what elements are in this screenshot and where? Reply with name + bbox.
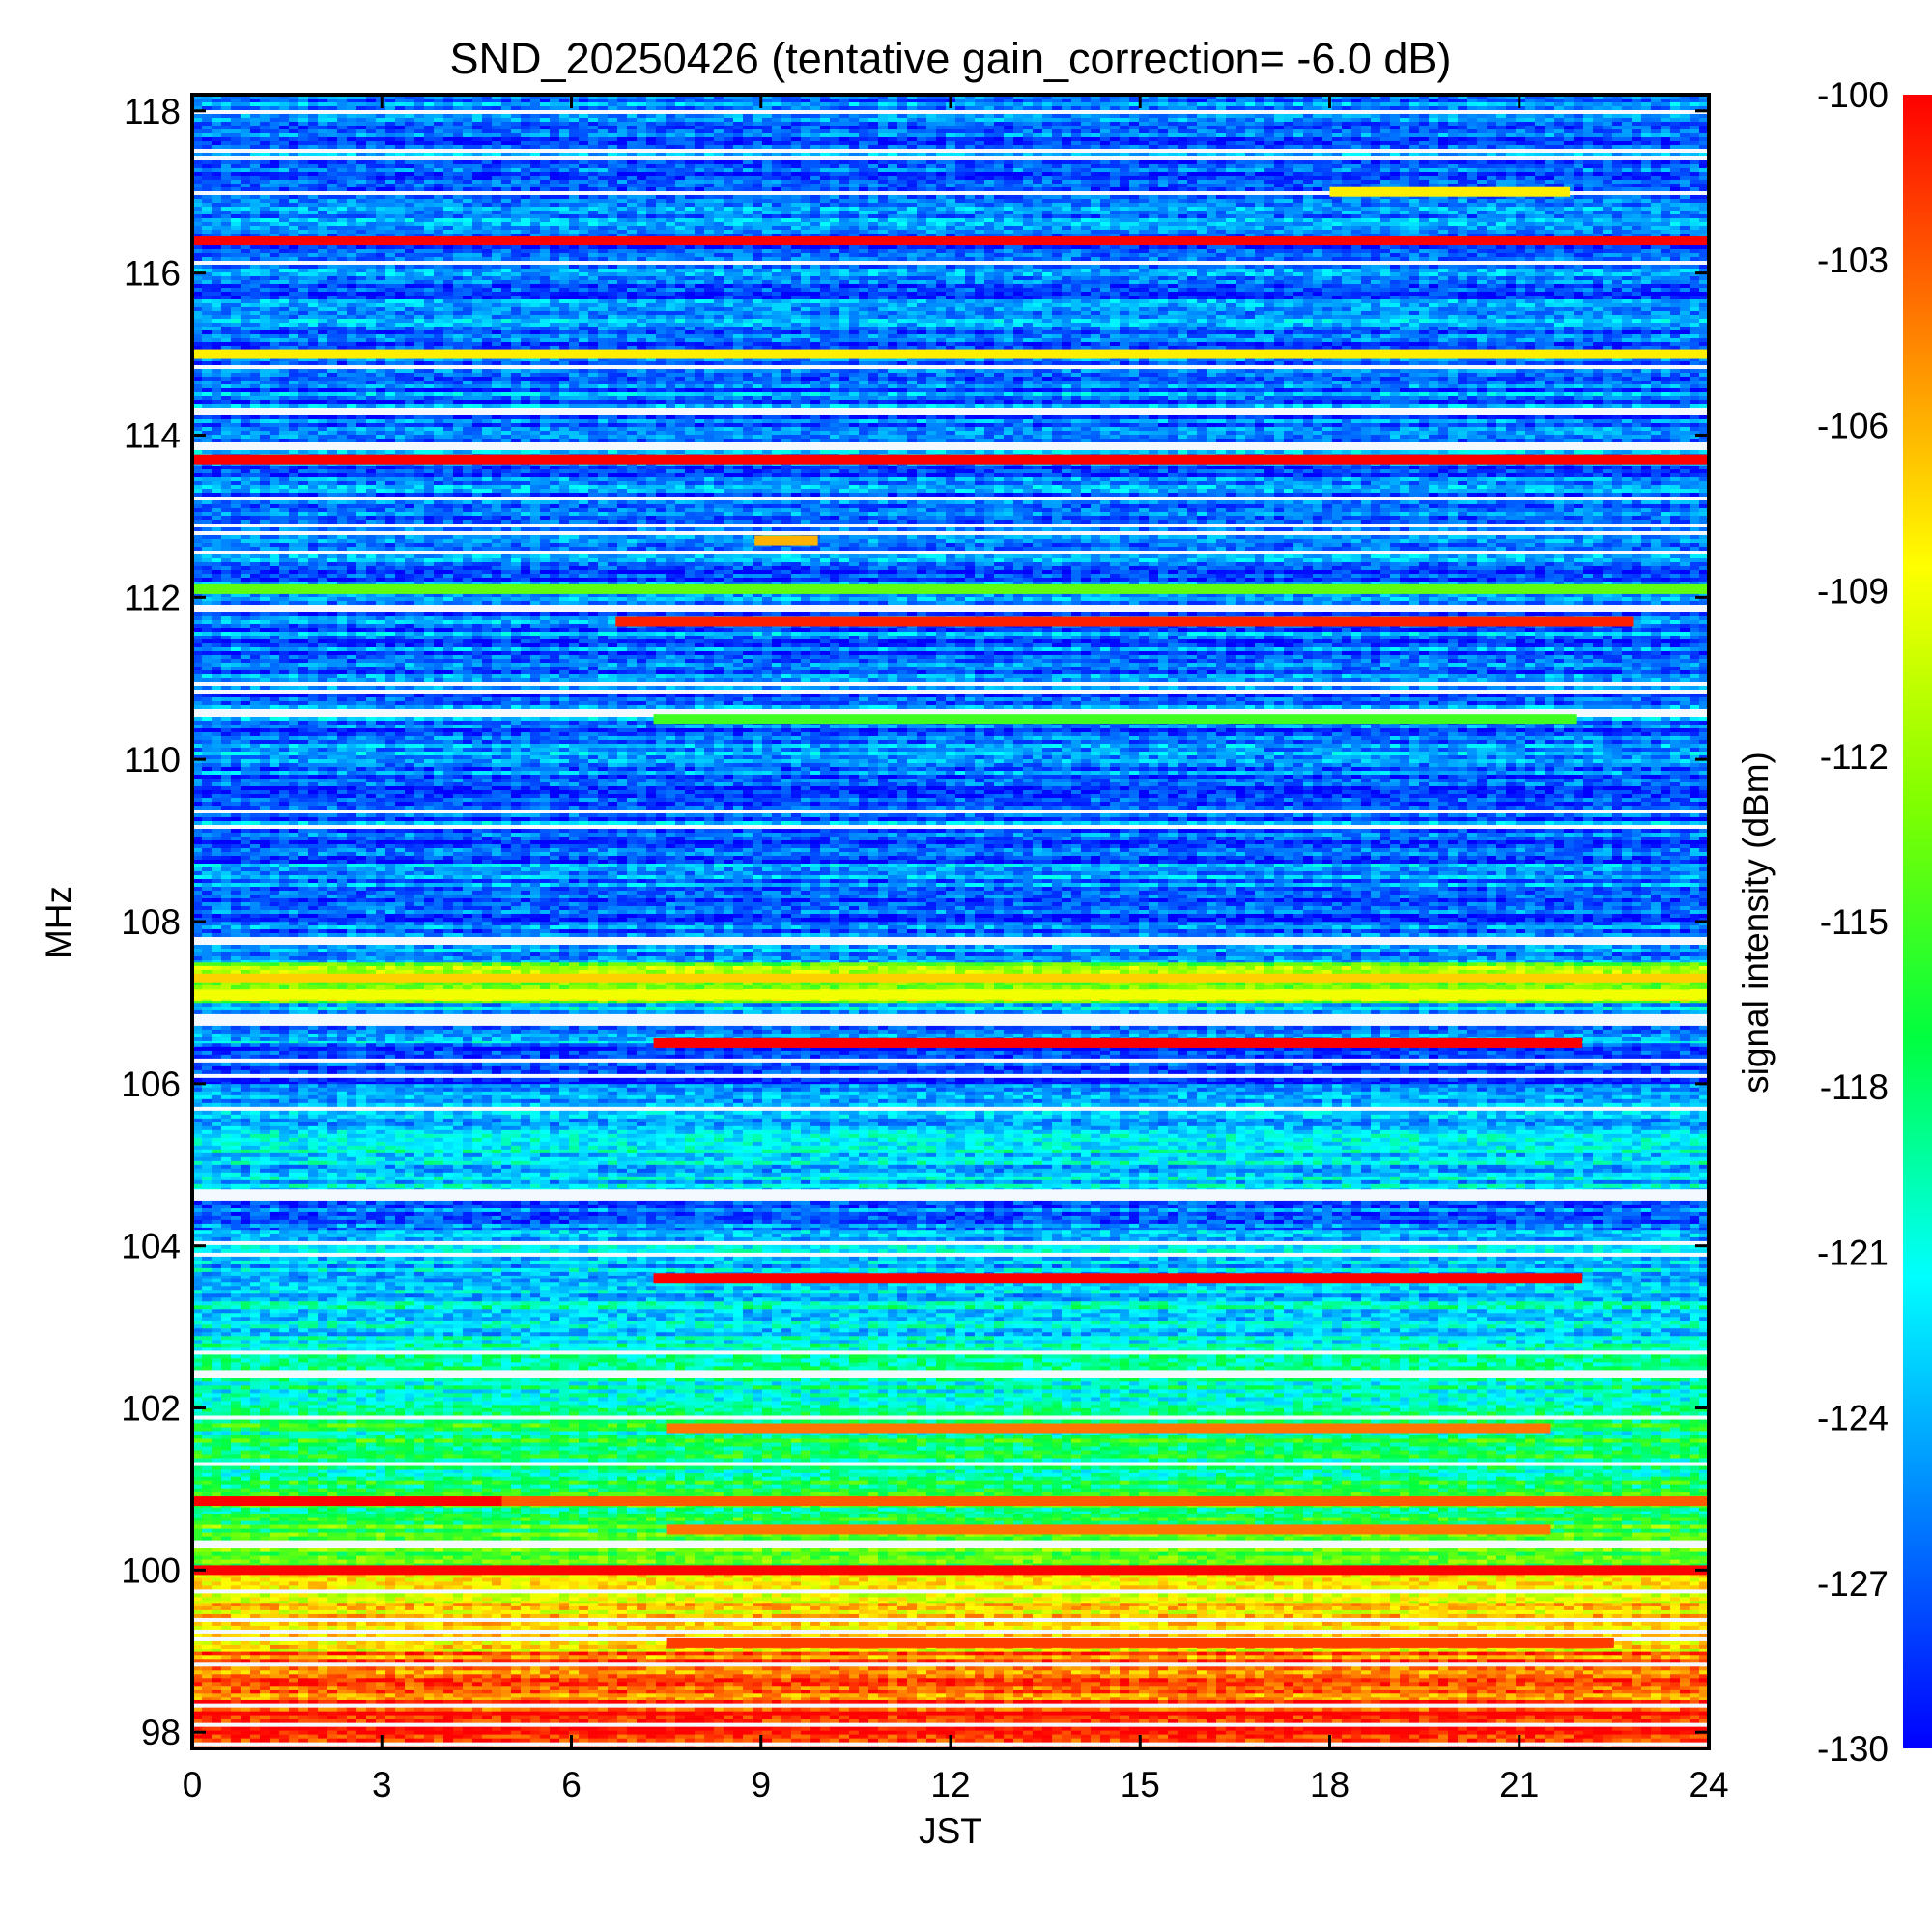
y-tick-label: 102 [121,1389,181,1429]
signal-band [615,616,1633,626]
colorbar-tick-label: -109 [1817,572,1889,611]
signal-band [667,1424,1551,1434]
signal-band [192,1496,502,1506]
x-tick-label: 3 [372,1765,392,1804]
frequency-band [192,1408,1710,1473]
colorbar-tick-label: -115 [1820,902,1889,942]
colorbar [1903,95,1932,1748]
y-axis-label: MHz [39,886,78,959]
signal-band [667,1638,1614,1648]
heatmap-area [192,95,1710,1748]
frequency-band [192,1003,1710,1043]
chart-title: SND_20250426 (tentative gain_correction=… [450,34,1452,83]
y-tick-label: 116 [124,254,181,294]
x-axis-label: JST [919,1811,982,1851]
colorbar-ticks: -100 -103 -106 -109 -112 -115 -118 -121 -124 -127… [1817,75,1889,1769]
signal-band [192,584,1709,594]
y-tick-label: 108 [121,902,181,942]
colorbar-tick-label: -130 [1817,1729,1889,1769]
y-tick-label: 100 [121,1550,181,1590]
x-tick-label: 24 [1689,1765,1728,1804]
frequency-band [192,922,1710,962]
x-tick-label: 12 [930,1765,970,1804]
x-tick-label: 15 [1121,1765,1160,1804]
frequency-band [192,1570,1710,1603]
signal-band [192,974,1709,983]
x-tick-label: 21 [1499,1765,1539,1804]
signal-band [654,1273,1583,1283]
signal-band [754,536,817,546]
frequency-band [192,1278,1710,1343]
signal-band [192,990,1709,1000]
frequency-band [192,1514,1710,1571]
y-tick-label: 98 [141,1713,181,1752]
spectrogram-chart: SND_20250426 (tentative gain_correction=… [0,0,1932,1932]
signal-band [654,714,1577,724]
frequency-band [192,1651,1710,1700]
signal-band [192,350,1709,359]
x-tick-label: 6 [561,1765,582,1804]
colorbar-tick-label: -100 [1817,75,1889,115]
signal-band [192,236,1709,245]
colorbar-label: signal intensity (dBm) [1736,752,1776,1094]
signal-band [1330,187,1571,197]
colorbar-tick-label: -124 [1817,1399,1889,1438]
y-tick-label: 112 [124,578,181,617]
signal-band [192,1565,1709,1575]
colorbar-tick-label: -127 [1817,1564,1889,1604]
colorbar-tick-label: -121 [1817,1233,1889,1272]
colorbar-tick-label: -112 [1820,737,1889,777]
frequency-band [192,1084,1710,1189]
signal-band [502,1496,1709,1506]
frequency-band [192,1043,1710,1084]
frequency-band [192,1230,1710,1279]
colorbar-tick-label: -103 [1817,241,1889,280]
y-tick-label: 118 [124,92,181,131]
colorbar-tick-label: -106 [1817,406,1889,445]
y-tick-label: 106 [121,1065,181,1104]
signal-band [654,1038,1583,1048]
y-tick-label: 110 [124,740,181,780]
signal-band [192,455,1709,465]
colorbar-tick-label: -118 [1820,1067,1889,1107]
frequency-band [192,1343,1710,1407]
y-tick-label: 114 [124,415,181,455]
x-tick-label: 18 [1310,1765,1350,1804]
frequency-band [192,1189,1710,1230]
signal-band [667,1524,1551,1534]
y-tick-label: 104 [121,1227,181,1266]
x-tick-label: 0 [183,1765,203,1804]
frequency-band [192,95,1710,922]
x-tick-label: 9 [751,1765,771,1804]
frequency-band [192,1473,1710,1514]
